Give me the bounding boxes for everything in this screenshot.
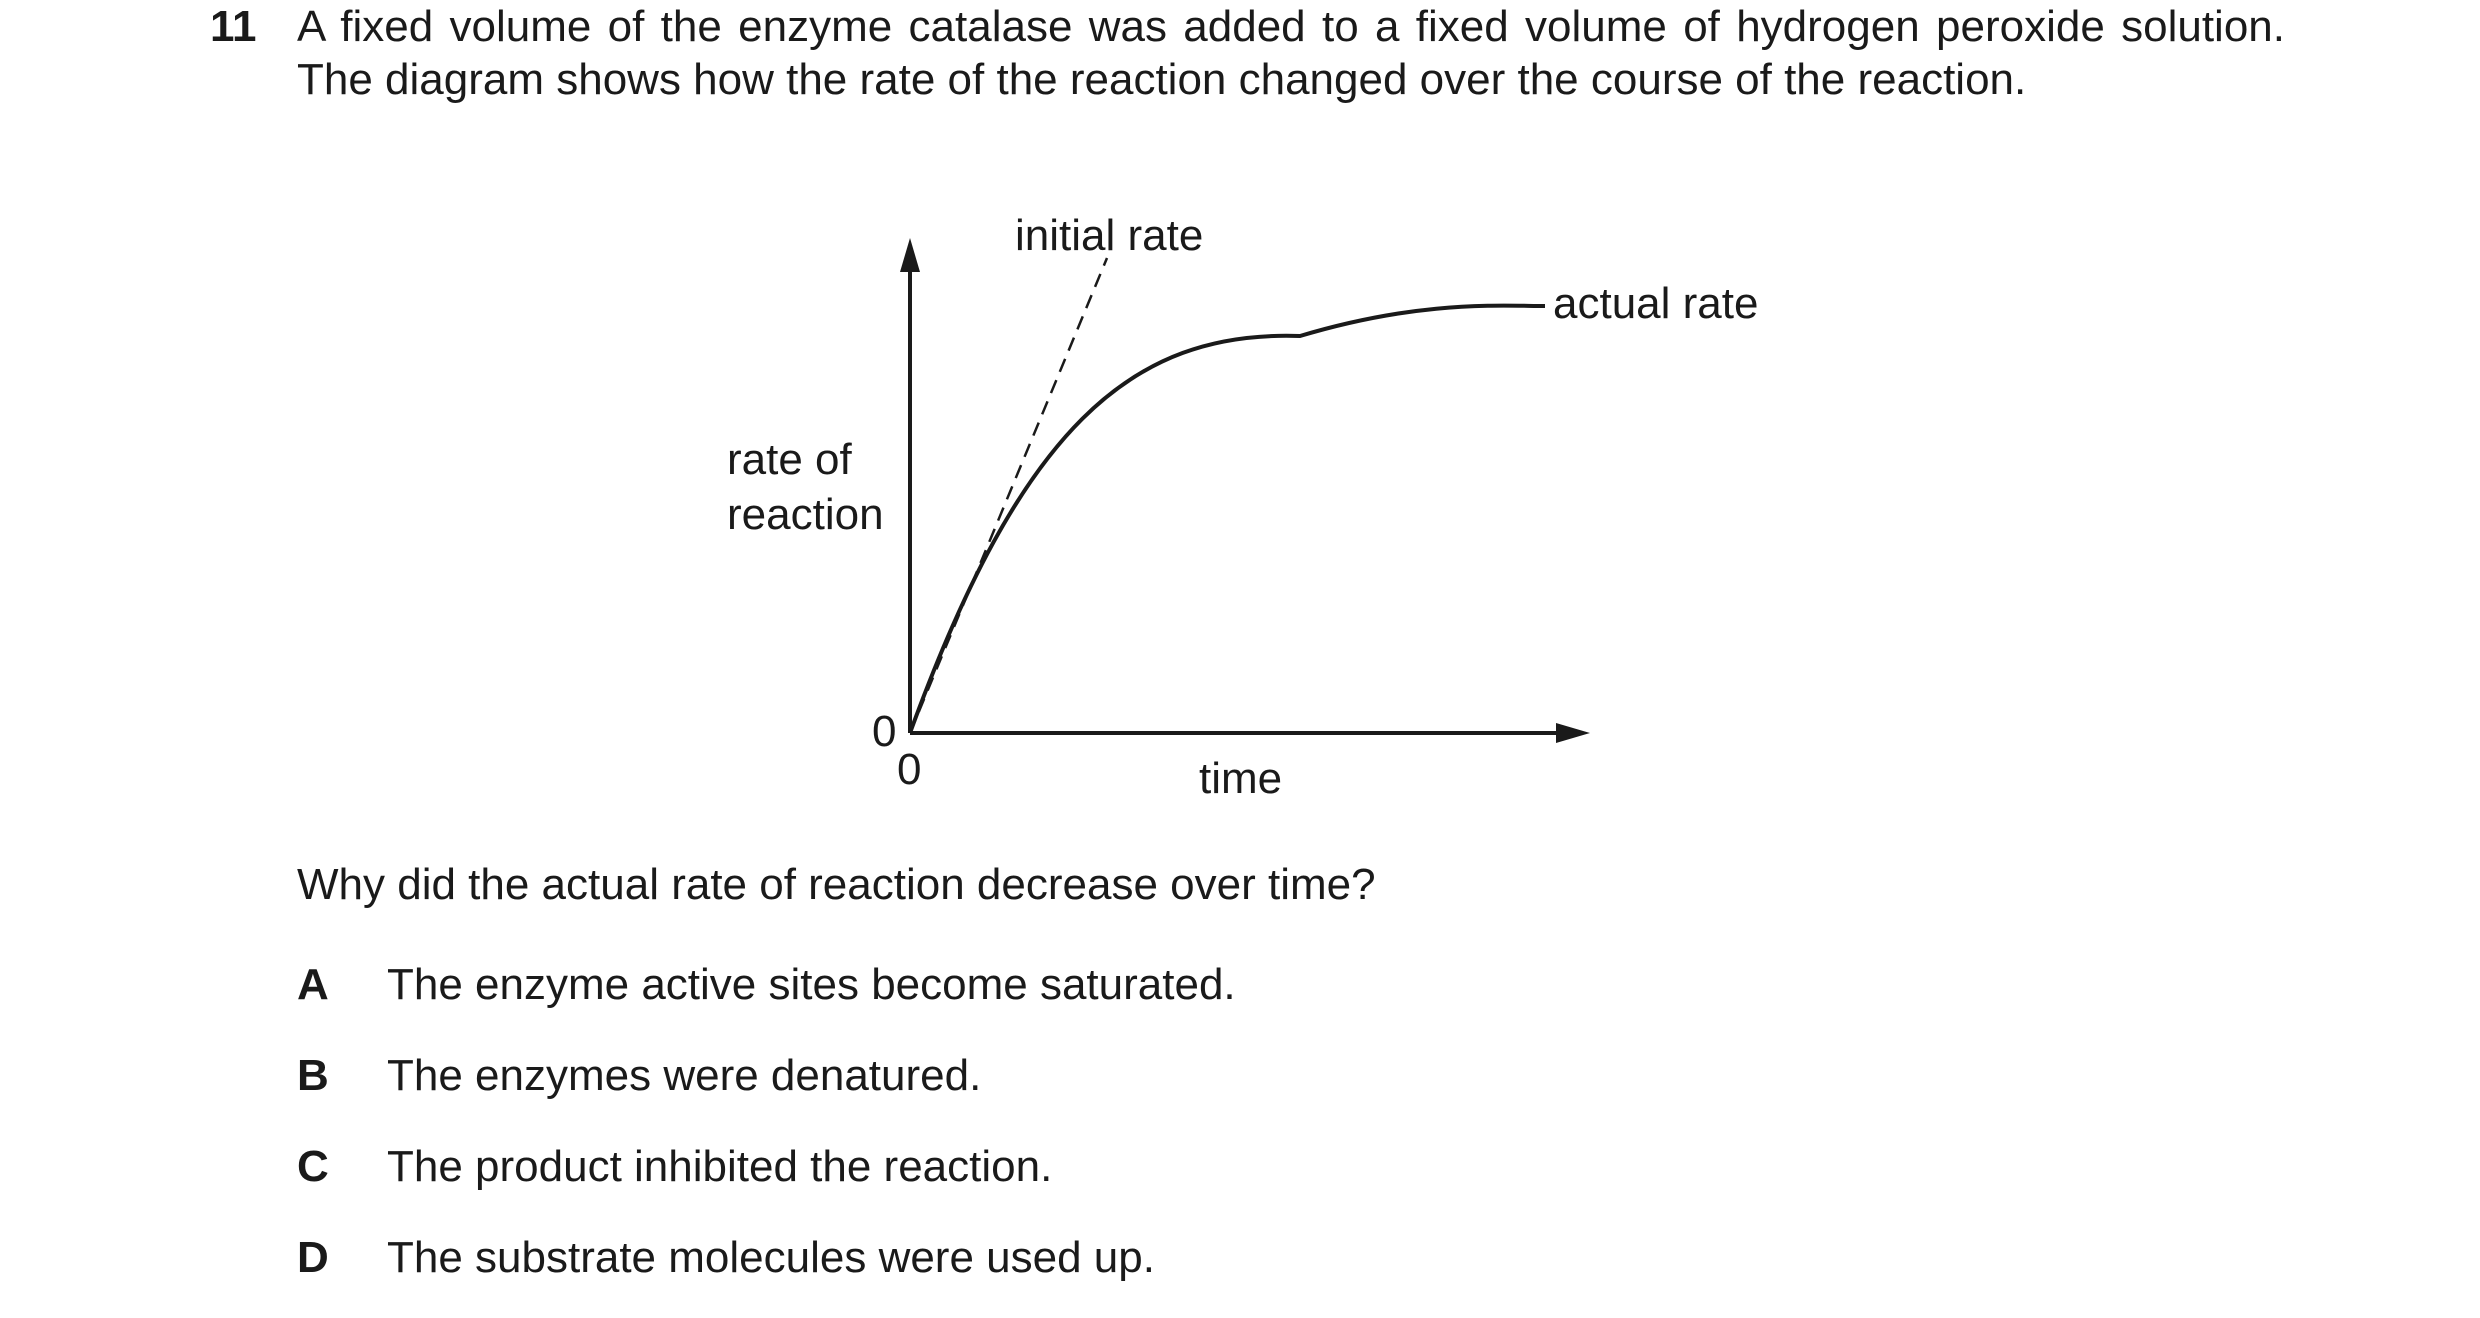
rate-of-reaction-diagram: initial rate actual rate rate of reactio… [727, 211, 1758, 803]
option-letter: D [297, 1233, 329, 1282]
option-text: The substrate molecules were used up. [387, 1233, 1155, 1282]
actual-rate-curve [908, 303, 1546, 734]
question-prompt: Why did the actual rate of reaction decr… [297, 860, 1376, 909]
option-b: B The enzymes were denatured. [297, 1049, 981, 1102]
option-letter: C [297, 1142, 329, 1191]
y-axis-arrowhead-icon [900, 238, 920, 272]
option-d: D The substrate molecules were used up. [297, 1231, 1155, 1284]
option-letter: A [297, 960, 329, 1009]
option-a: A The enzyme active sites become saturate… [297, 958, 1236, 1011]
initial-rate-label: initial rate [1015, 211, 1203, 260]
question-stem: A fixed volume of the enzyme catalase wa… [297, 0, 2285, 106]
x-axis-arrowhead-icon [1556, 723, 1590, 743]
option-c: C The product inhibited the reaction. [297, 1140, 1052, 1193]
initial-rate-tangent-line [908, 257, 1109, 734]
y-axis-label-line1: rate of [727, 435, 853, 484]
y-origin-label: 0 [872, 707, 896, 756]
option-letter: B [297, 1051, 329, 1100]
option-text: The enzyme active sites become saturated… [387, 960, 1236, 1009]
option-text: The product inhibited the reaction. [387, 1142, 1053, 1191]
y-axis-label-line2: reaction [727, 490, 884, 539]
actual-rate-label: actual rate [1553, 279, 1758, 328]
question-number: 11 [210, 2, 257, 51]
x-origin-label: 0 [897, 745, 921, 794]
question-stem-text: A fixed volume of the enzyme catalase wa… [297, 2, 2285, 104]
x-axis-label: time [1199, 754, 1282, 803]
option-text: The enzymes were denatured. [387, 1051, 982, 1100]
